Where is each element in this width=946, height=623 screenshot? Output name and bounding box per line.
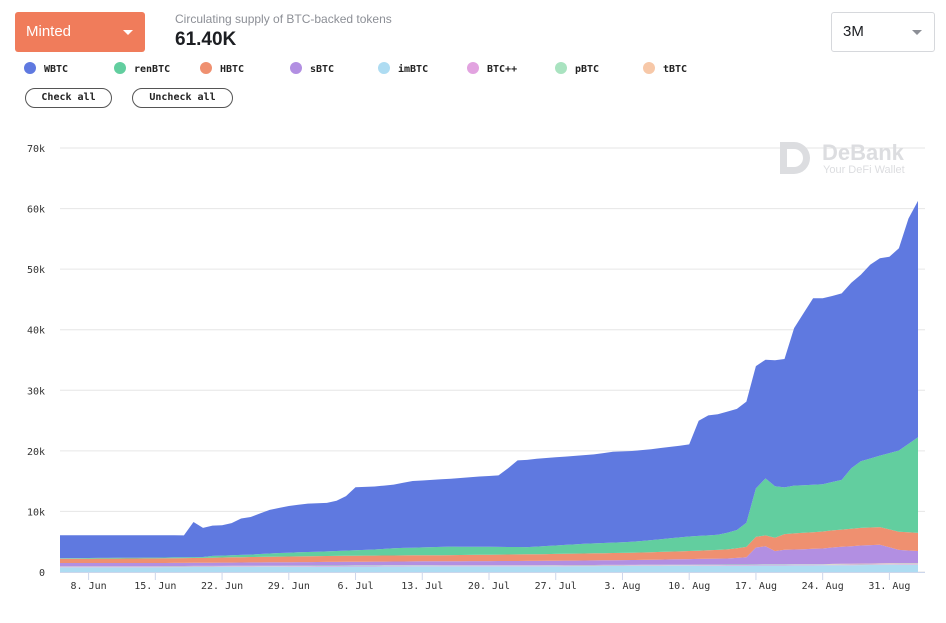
series-area-hbtc — [60, 527, 918, 563]
legend-dot-icon — [114, 62, 126, 74]
legend-label: renBTC — [134, 64, 171, 75]
y-tick-label: 30k — [27, 386, 45, 397]
x-tick-label: 31. Aug — [868, 581, 910, 592]
legend-item-hbtc[interactable]: HBTC — [200, 62, 244, 78]
axes: 0 10k 20k 30k 40k 50k 60k 70k 8. Jun 15. Jun 22. J… — [27, 144, 925, 592]
legend-dot-icon — [24, 62, 36, 74]
debank-logo-icon — [780, 142, 810, 174]
legend-label: HBTC — [220, 64, 245, 75]
series-area-sbtc — [60, 544, 918, 567]
supply-label: Circulating supply of BTC-backed tokens — [175, 12, 392, 26]
legend-label: sBTC — [310, 64, 335, 75]
metric-dropdown[interactable]: Minted — [15, 12, 145, 52]
legend-label: imBTC — [398, 64, 429, 75]
x-tick-label: 13. Jul — [401, 581, 443, 592]
legend-dot-icon — [467, 62, 479, 74]
series-area-wbtc — [60, 200, 918, 559]
legend-dot-icon — [643, 62, 655, 74]
y-tick-label: 40k — [27, 326, 45, 337]
chevron-down-icon — [912, 30, 922, 35]
legend-dot-icon — [378, 62, 390, 74]
legend-dot-icon — [555, 62, 567, 74]
series-area-pbtc — [60, 563, 918, 567]
x-tick-label: 8. Jun — [71, 581, 107, 592]
series-area-imbtc — [60, 564, 918, 572]
x-tick-label: 17. Aug — [735, 581, 777, 592]
check-all-button[interactable]: Check all — [25, 88, 112, 108]
x-tick-label: 27. Jul — [535, 581, 577, 592]
legend-item-wbtc[interactable]: WBTC — [24, 62, 68, 78]
legend-item-imbtc[interactable]: imBTC — [378, 62, 428, 78]
x-tick-label: 15. Jun — [134, 581, 176, 592]
x-tick-label: 3. Aug — [604, 581, 640, 592]
legend-item-renbtc[interactable]: renBTC — [114, 62, 170, 78]
legend-dot-icon — [290, 62, 302, 74]
range-dropdown[interactable]: 3M — [831, 12, 935, 52]
legend-dot-icon — [200, 62, 212, 74]
legend-label: tBTC — [663, 64, 688, 75]
legend-item-tbtc[interactable]: tBTC — [643, 62, 687, 78]
range-dropdown-label: 3M — [843, 23, 864, 40]
legend-label: BTC++ — [487, 64, 518, 75]
x-tick-label: 6. Jul — [337, 581, 373, 592]
metric-dropdown-label: Minted — [26, 23, 72, 40]
legend-item-pbtc[interactable]: pBTC — [555, 62, 599, 78]
y-tick-label: 50k — [27, 265, 45, 276]
watermark-brand: DeBank — [822, 140, 905, 165]
legend-item-sbtc[interactable]: sBTC — [290, 62, 334, 78]
legend-label: pBTC — [575, 64, 600, 75]
debank-watermark: DeBank Your DeFi Wallet — [780, 140, 905, 176]
y-tick-label: 70k — [27, 144, 45, 155]
x-tick-label: 29. Jun — [268, 581, 310, 592]
watermark-tagline: Your DeFi Wallet — [823, 164, 905, 176]
y-tick-label: 10k — [27, 507, 45, 518]
series-area-btcplusplus — [60, 564, 918, 568]
legend-item-btcplusplus[interactable]: BTC++ — [467, 62, 517, 78]
uncheck-all-button[interactable]: Uncheck all — [132, 88, 233, 108]
y-tick-label: 20k — [27, 447, 45, 458]
y-tick-label: 0 — [39, 568, 45, 579]
x-tick-label: 20. Jul — [468, 581, 510, 592]
chart-legend: WBTC renBTC HBTC sBTC imBTC BTC++ pBTC tBTC — [24, 62, 924, 78]
y-tick-label: 60k — [27, 205, 45, 216]
x-tick-label: 24. Aug — [802, 581, 844, 592]
chevron-down-icon — [123, 30, 133, 35]
x-tick-label: 22. Jun — [201, 581, 243, 592]
supply-value: 61.40K — [175, 29, 237, 50]
legend-label: WBTC — [44, 64, 69, 75]
area-series — [60, 200, 918, 572]
x-tick-label: 10. Aug — [668, 581, 710, 592]
